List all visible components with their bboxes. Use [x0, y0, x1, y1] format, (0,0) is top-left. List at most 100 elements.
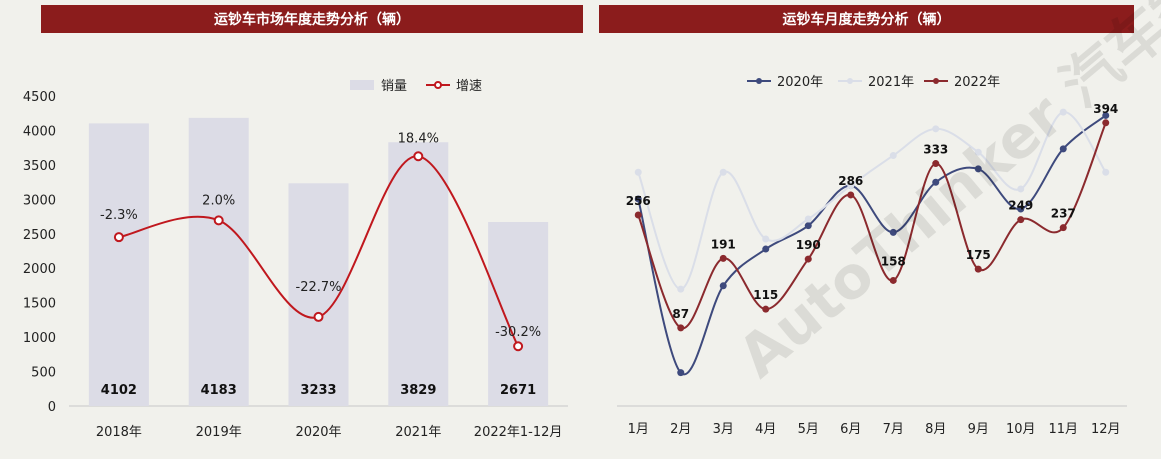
data-label-2022: 394 [1093, 102, 1118, 116]
series-point [1102, 111, 1110, 119]
data-label-2022: 256 [626, 194, 651, 208]
x-tick-label: 9月 [968, 422, 989, 437]
bar-value-label: 3829 [400, 383, 436, 398]
watermark-text: AutoThinker 汽车智库平台 [725, 0, 1161, 391]
bar-sales [188, 117, 249, 407]
bar-value-label: 4183 [201, 383, 237, 398]
series-point [847, 182, 855, 190]
x-tick-label: 2020年 [295, 425, 341, 440]
series-point [974, 148, 982, 156]
legend-label: 2022年 [954, 75, 1000, 90]
bar-value-label: 2671 [500, 383, 536, 398]
series-point [1059, 145, 1067, 153]
left-chart-title: 运钞车市场年度走势分析（辆） [41, 5, 583, 33]
series-line [637, 111, 1107, 291]
legend-label-sales: 销量 [381, 79, 407, 94]
x-tick-label: 12月 [1091, 422, 1121, 437]
series-point [1102, 119, 1110, 127]
growth-value-label: -2.3% [100, 208, 138, 223]
growth-point [213, 215, 224, 226]
series-point [762, 245, 770, 253]
growth-point [413, 151, 424, 162]
series-point [719, 282, 727, 290]
legend-marker [933, 78, 939, 84]
series-point [634, 195, 642, 203]
y-tick-label: 4500 [23, 90, 56, 105]
series-point [634, 211, 642, 219]
y-tick-label: 2000 [23, 262, 56, 277]
legend-marker [847, 78, 853, 84]
growth-value-label: 18.4% [398, 131, 439, 146]
x-tick-label: 2月 [670, 422, 691, 437]
x-tick-label: 2018年 [96, 425, 142, 440]
y-tick-label: 500 [31, 366, 56, 381]
y-tick-label: 4000 [23, 124, 56, 139]
series-point [932, 160, 940, 168]
series-point [889, 228, 897, 236]
series-point [804, 215, 812, 223]
right-chart-title: 运钞车月度走势分析（辆） [599, 5, 1134, 33]
y-tick-label: 3000 [23, 193, 56, 208]
growth-value-label: -30.2% [495, 325, 541, 340]
growth-point [313, 311, 324, 322]
x-tick-label: 2021年 [395, 425, 441, 440]
x-tick-label: 6月 [840, 422, 861, 437]
bar-value-label: 3233 [300, 383, 336, 398]
data-label-2022: 158 [881, 254, 906, 268]
data-label-2022: 87 [672, 307, 689, 321]
series-point [974, 265, 982, 273]
x-tick-label: 5月 [798, 422, 819, 437]
series-point [974, 165, 982, 173]
data-label-2022: 237 [1051, 207, 1076, 221]
data-label-2022: 115 [753, 288, 778, 302]
series-point [1017, 185, 1025, 193]
series-point [889, 276, 897, 284]
x-tick-label: 7月 [883, 422, 904, 437]
x-tick-label: 3月 [713, 422, 734, 437]
bar-sales [388, 142, 449, 407]
x-tick-label: 2022年1-12月 [474, 425, 563, 440]
bar-sales [488, 221, 549, 406]
legend-label: 2021年 [868, 75, 914, 90]
legend-label: 2020年 [777, 75, 823, 90]
growth-point [513, 341, 524, 352]
y-tick-label: 1500 [23, 297, 56, 312]
series-point [677, 369, 685, 377]
x-tick-label: 8月 [925, 422, 946, 437]
x-tick-label: 2019年 [196, 425, 242, 440]
series-point [847, 191, 855, 199]
bar-sales [88, 123, 149, 406]
growth-point [113, 232, 124, 243]
series-point [1017, 216, 1025, 224]
bar-value-label: 4102 [101, 383, 137, 398]
data-label-2022: 249 [1008, 199, 1033, 213]
series-point [1102, 168, 1110, 176]
y-tick-label: 1000 [23, 331, 56, 346]
data-label-2022: 286 [838, 174, 863, 188]
series-point [1017, 205, 1025, 213]
growth-value-label: -22.7% [296, 280, 342, 295]
data-label-2022: 190 [796, 238, 821, 252]
series-point [932, 125, 940, 133]
x-tick-label: 1月 [628, 422, 649, 437]
data-label-2022: 175 [966, 248, 991, 262]
series-point [677, 324, 685, 332]
y-tick-label: 0 [48, 400, 56, 415]
series-point [677, 285, 685, 293]
series-point [762, 235, 770, 243]
series-point [634, 168, 642, 176]
series-point [719, 168, 727, 176]
legend-marker-growth [434, 81, 442, 89]
series-point [932, 178, 940, 186]
series-point [719, 254, 727, 262]
series-point [804, 222, 812, 230]
data-label-2022: 191 [711, 237, 736, 251]
series-point [889, 152, 897, 160]
data-label-2022: 333 [923, 143, 948, 157]
series-point [804, 255, 812, 263]
growth-line [118, 155, 519, 347]
series-point [762, 305, 770, 313]
legend-label-growth: 增速 [456, 79, 482, 94]
series-point [1059, 224, 1067, 232]
